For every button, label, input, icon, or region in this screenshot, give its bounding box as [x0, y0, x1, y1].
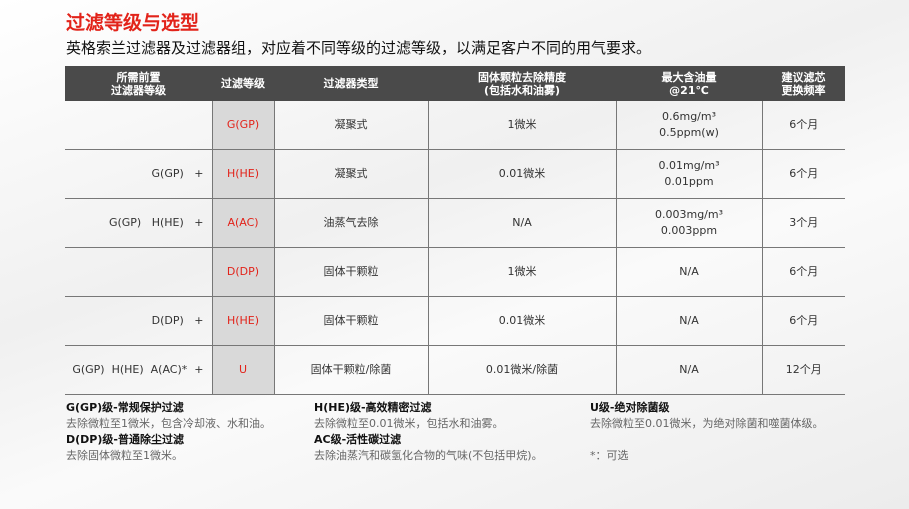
precision-cell: 1微米 — [427, 247, 616, 297]
type-cell: 凝聚式 — [273, 101, 428, 150]
grade-cell: D(DP) — [211, 247, 274, 297]
max-oil-cell: N/A — [615, 296, 762, 346]
replacement-cell: 6个月 — [761, 296, 845, 346]
type-cell: 固体干颗粒/除菌 — [273, 345, 428, 395]
type-cell: 凝聚式 — [273, 149, 428, 199]
prerequisite-cell — [65, 101, 212, 150]
max-oil-value: 0.01ppm — [664, 175, 714, 188]
note-gp-desc: 去除微粒至1微米，包含冷却液、水和油。 — [66, 417, 271, 430]
grade-cell: A(AC) — [211, 198, 274, 248]
prerequisite-cell — [65, 247, 212, 297]
max-oil-value: N/A — [679, 314, 699, 327]
max-oil-value: N/A — [679, 265, 699, 278]
max-oil-value: 0.6mg/m³ — [661, 110, 717, 123]
max-oil-cell: 0.01mg/m³ 0.01ppm — [615, 149, 762, 199]
header-prerequisite: 所需前置 过滤器等级 — [65, 66, 212, 101]
table-row: D(DP) 固体干颗粒 1微米 N/A 6个月 — [65, 247, 845, 297]
prerequisite-cell: G(GP) H(HE) A(AC)* + — [65, 345, 212, 395]
max-oil-value: 0.003ppm — [660, 224, 718, 237]
max-oil-cell: 0.003mg/m³ 0.003ppm — [615, 198, 762, 248]
grade-cell: H(HE) — [211, 296, 274, 346]
note-he-title: H(HE)级-高效精密过滤 — [314, 401, 432, 414]
notes-col-3: U级-绝对除菌级 去除微粒至0.01微米，为绝对除菌和噬菌体级。 *：可选 — [590, 400, 824, 464]
grade-cell: H(HE) — [211, 149, 274, 199]
max-oil-value: 0.003mg/m³ — [654, 208, 724, 221]
note-dp-title: D(DP)级-普通除尘过滤 — [66, 433, 184, 446]
replacement-cell: 6个月 — [761, 247, 845, 297]
type-cell: 固体干颗粒 — [273, 296, 428, 346]
table-row: G(GP) H(HE) + A(AC) 油蒸气去除 N/A 0.003mg/m³ 0.00… — [65, 198, 845, 248]
max-oil-cell: N/A — [615, 345, 762, 395]
replacement-cell: 3个月 — [761, 198, 845, 248]
note-ac-title: AC级-活性碳过滤 — [314, 433, 402, 446]
note-ac-desc: 去除油蒸汽和碳氢化合物的气味(不包括甲烷)。 — [314, 449, 543, 462]
page-title: 过滤等级与选型 — [66, 12, 200, 34]
replacement-cell: 6个月 — [761, 101, 845, 150]
filter-grade-table: 所需前置 过滤器等级 过滤等级 过滤器类型 固体颗粒去除精度 (包括水和油雾) 最大含油… — [65, 66, 845, 395]
header-grade: 过滤等级 — [212, 66, 274, 101]
replacement-cell: 12个月 — [761, 345, 845, 395]
notes-col-2: H(HE)级-高效精密过滤 去除微粒至0.01微米，包括水和油雾。 AC级-活性… — [314, 400, 543, 464]
header-replacement: 建议滤芯 更换频率 — [762, 66, 845, 101]
table-row: G(GP) 凝聚式 1微米 0.6mg/m³ 0.5ppm(w) 6个月 — [65, 101, 845, 150]
notes-col-1: G(GP)级-常规保护过滤 去除微粒至1微米，包含冷却液、水和油。 D(DP)级… — [66, 400, 271, 464]
table-row: G(GP) + H(HE) 凝聚式 0.01微米 0.01mg/m³ 0.01ppm 6个月 — [65, 149, 845, 199]
header-type: 过滤器类型 — [274, 66, 428, 101]
precision-cell: 1微米 — [427, 101, 616, 150]
prerequisite-cell: G(GP) H(HE) + — [65, 198, 212, 248]
page-subtitle: 英格索兰过滤器及过滤器组，对应着不同等级的过滤等级，以满足客户不同的用气要求。 — [66, 39, 652, 57]
note-dp-desc: 去除固体微粒至1微米。 — [66, 449, 183, 462]
grade-cell: G(GP) — [211, 101, 274, 150]
header-max-oil: 最大含油量 @21℃ — [616, 66, 762, 101]
type-cell: 固体干颗粒 — [273, 247, 428, 297]
max-oil-cell: N/A — [615, 247, 762, 297]
replacement-cell: 6个月 — [761, 149, 845, 199]
prerequisite-cell: G(GP) + — [65, 149, 212, 199]
precision-cell: 0.01微米 — [427, 296, 616, 346]
max-oil-cell: 0.6mg/m³ 0.5ppm(w) — [615, 101, 762, 150]
max-oil-value: 0.01mg/m³ — [658, 159, 720, 172]
grade-cell: U — [211, 345, 274, 395]
note-u-desc: 去除微粒至0.01微米，为绝对除菌和噬菌体级。 — [590, 417, 824, 430]
table-row: D(DP) + H(HE) 固体干颗粒 0.01微米 N/A 6个月 — [65, 296, 845, 346]
table-row: G(GP) H(HE) A(AC)* + U 固体干颗粒/除菌 0.01微米/除菌 N/… — [65, 345, 845, 395]
precision-cell: 0.01微米 — [427, 149, 616, 199]
note-gp-title: G(GP)级-常规保护过滤 — [66, 401, 184, 414]
note-optional: *：可选 — [590, 449, 629, 462]
header-precision: 固体颗粒去除精度 (包括水和油雾) — [428, 66, 616, 101]
note-u-title: U级-绝对除菌级 — [590, 401, 670, 414]
precision-cell: N/A — [427, 198, 616, 248]
type-cell: 油蒸气去除 — [273, 198, 428, 248]
note-he-desc: 去除微粒至0.01微米，包括水和油雾。 — [314, 417, 504, 430]
precision-cell: 0.01微米/除菌 — [427, 345, 616, 395]
prerequisite-cell: D(DP) + — [65, 296, 212, 346]
max-oil-value: 0.5ppm(w) — [659, 126, 719, 139]
max-oil-value: N/A — [679, 363, 699, 376]
